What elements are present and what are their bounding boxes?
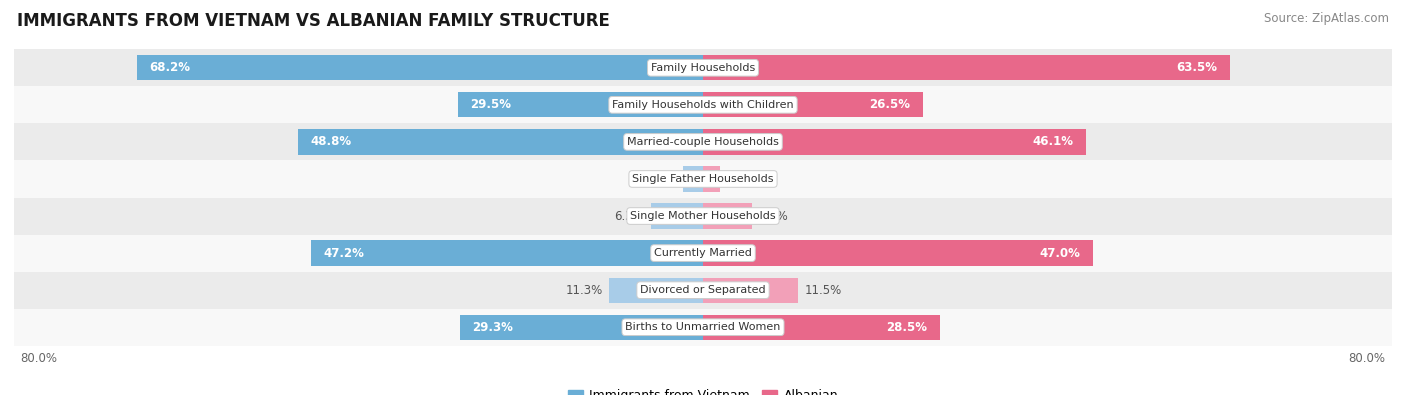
Text: Married-couple Households: Married-couple Households	[627, 137, 779, 147]
Bar	[0, 87, 1406, 123]
Bar	[311, 241, 703, 266]
Text: Single Mother Households: Single Mother Households	[630, 211, 776, 221]
Text: Births to Unmarried Women: Births to Unmarried Women	[626, 322, 780, 332]
Text: Family Households: Family Households	[651, 63, 755, 73]
Bar	[298, 129, 703, 154]
Text: 46.1%: 46.1%	[1032, 135, 1073, 149]
Bar	[460, 314, 703, 340]
Text: 2.4%: 2.4%	[647, 173, 676, 186]
Text: 26.5%: 26.5%	[869, 98, 911, 111]
Bar	[651, 203, 703, 229]
Bar	[0, 160, 1406, 198]
Text: 63.5%: 63.5%	[1177, 61, 1218, 74]
Text: 5.9%: 5.9%	[759, 209, 789, 222]
Bar	[0, 198, 1406, 235]
Text: IMMIGRANTS FROM VIETNAM VS ALBANIAN FAMILY STRUCTURE: IMMIGRANTS FROM VIETNAM VS ALBANIAN FAMI…	[17, 12, 610, 30]
Bar	[703, 203, 752, 229]
Bar	[0, 49, 1406, 87]
Bar	[703, 241, 1092, 266]
Text: 47.0%: 47.0%	[1040, 246, 1081, 260]
Text: 6.3%: 6.3%	[614, 209, 644, 222]
Bar	[0, 272, 1406, 308]
Bar	[683, 166, 703, 192]
Bar	[703, 55, 1230, 81]
Bar	[458, 92, 703, 117]
Text: Currently Married: Currently Married	[654, 248, 752, 258]
Bar	[0, 308, 1406, 346]
Text: 29.3%: 29.3%	[472, 321, 513, 334]
Text: 11.5%: 11.5%	[806, 284, 842, 297]
Legend: Immigrants from Vietnam, Albanian: Immigrants from Vietnam, Albanian	[562, 384, 844, 395]
Bar	[0, 123, 1406, 160]
Bar	[0, 235, 1406, 272]
Text: Source: ZipAtlas.com: Source: ZipAtlas.com	[1264, 12, 1389, 25]
Text: Divorced or Separated: Divorced or Separated	[640, 285, 766, 295]
Bar	[703, 278, 799, 303]
Text: 2.0%: 2.0%	[727, 173, 756, 186]
Bar	[703, 314, 939, 340]
Text: 68.2%: 68.2%	[149, 61, 190, 74]
Text: 29.5%: 29.5%	[471, 98, 512, 111]
Text: Family Households with Children: Family Households with Children	[612, 100, 794, 110]
Bar	[136, 55, 703, 81]
Text: 11.3%: 11.3%	[565, 284, 603, 297]
Text: 48.8%: 48.8%	[311, 135, 352, 149]
Text: 47.2%: 47.2%	[323, 246, 364, 260]
Bar	[703, 92, 922, 117]
Text: Single Father Households: Single Father Households	[633, 174, 773, 184]
Bar	[703, 129, 1085, 154]
Text: 28.5%: 28.5%	[886, 321, 927, 334]
Bar	[703, 166, 720, 192]
Bar	[609, 278, 703, 303]
